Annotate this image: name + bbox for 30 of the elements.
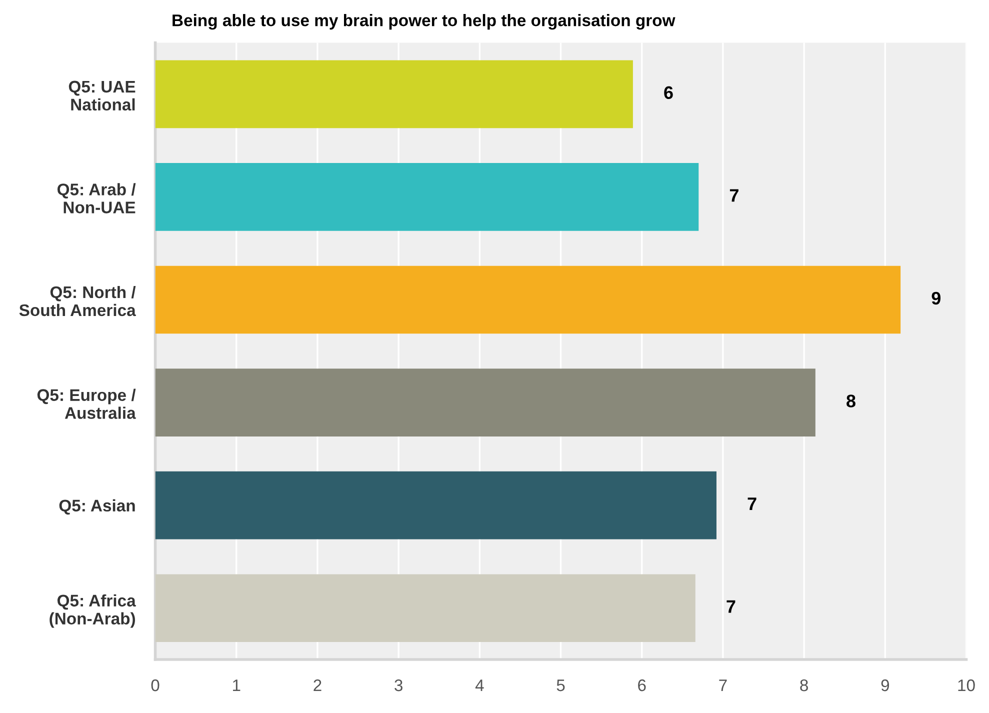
data-label: 8 (846, 394, 856, 408)
data-label: 7 (726, 600, 736, 613)
chart-title: Being able to use my brain power to help the organisation grow (172, 14, 676, 30)
bar (155, 266, 901, 334)
data-label: 9 (932, 292, 940, 305)
x-tick-label: 1 (233, 680, 240, 692)
x-tick-label: 7 (719, 680, 727, 692)
bar (155, 471, 716, 540)
y-tick-label: Q5: North / South America (19, 286, 136, 316)
x-tick-label: 3 (394, 679, 402, 692)
data-label: 7 (730, 189, 738, 202)
x-tick-label: 5 (556, 680, 565, 692)
y-tick-label: Q5: UAE National (68, 80, 136, 111)
y-tick-label: Q5: Africa (Non-Arab) (50, 594, 136, 628)
y-tick-label: Q5: Arab / Non-UAE (57, 183, 136, 214)
bar (155, 60, 633, 128)
x-tick-label: 0 (151, 679, 160, 692)
y-tick-label: Q5: Asian (59, 499, 135, 515)
x-tick-label: 8 (800, 679, 808, 692)
bar (155, 163, 699, 231)
x-tick-label: 2 (314, 679, 322, 692)
x-tick-label: 10 (958, 679, 975, 692)
x-tick-label: 6 (638, 679, 646, 692)
bar (155, 574, 696, 642)
x-tick-label: 4 (475, 680, 484, 692)
bar (155, 368, 816, 436)
x-tick-label: 9 (881, 679, 889, 692)
data-label: 7 (748, 498, 756, 510)
data-label: 6 (664, 86, 673, 100)
y-tick-label: Q5: Europe / Australia (37, 388, 136, 419)
